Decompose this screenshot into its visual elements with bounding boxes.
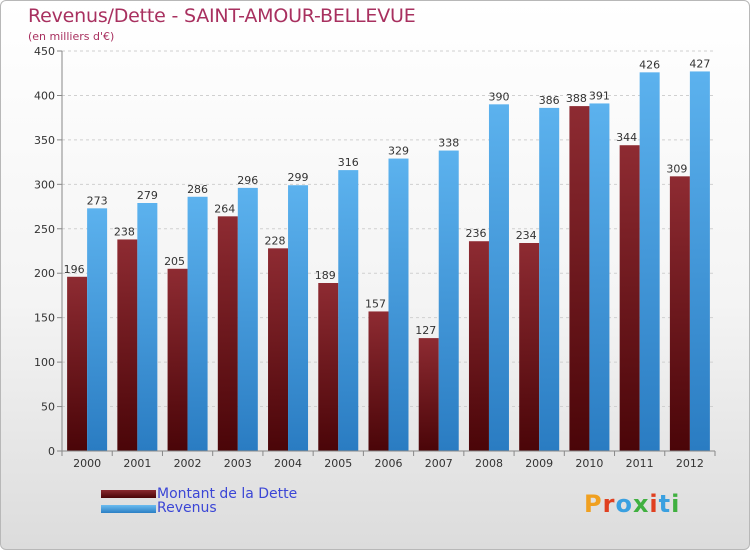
y-tick-label: 450 xyxy=(34,45,55,58)
bar-dette xyxy=(117,239,138,451)
bar-dette xyxy=(619,145,640,451)
data-label-dette: 205 xyxy=(164,255,185,268)
bar-revenus xyxy=(187,196,208,451)
y-tick-label: 400 xyxy=(34,89,55,102)
bar-dette xyxy=(468,241,489,451)
x-tick-label: 2010 xyxy=(575,457,603,470)
data-label-revenus: 279 xyxy=(137,189,158,202)
logo-letter: o xyxy=(615,490,633,518)
data-label-dette: 344 xyxy=(616,131,637,144)
bar-dette xyxy=(519,243,540,451)
y-tick-label: 50 xyxy=(41,401,55,414)
data-label-dette: 157 xyxy=(365,297,386,310)
data-label-dette: 127 xyxy=(415,324,436,337)
x-tick-label: 2002 xyxy=(174,457,202,470)
chart-subtitle: (en milliers d'€) xyxy=(28,30,115,43)
bar-revenus xyxy=(639,72,660,451)
x-tick-label: 2006 xyxy=(375,457,403,470)
data-label-revenus: 273 xyxy=(87,194,108,207)
bar-dette xyxy=(268,248,289,451)
data-label-dette: 234 xyxy=(516,229,537,242)
x-tick-label: 2005 xyxy=(324,457,352,470)
data-label-revenus: 390 xyxy=(488,90,509,103)
bar-revenus xyxy=(589,103,610,451)
logo-letter: r xyxy=(602,490,616,518)
x-tick-label: 2007 xyxy=(425,457,453,470)
x-tick-label: 2001 xyxy=(123,457,151,470)
data-label-revenus: 391 xyxy=(589,89,610,102)
x-tick-label: 2011 xyxy=(626,457,654,470)
data-label-dette: 189 xyxy=(315,269,336,282)
bar-dette xyxy=(167,268,188,451)
data-label-revenus: 427 xyxy=(689,57,710,70)
bar-revenus xyxy=(438,150,459,452)
data-label-dette: 264 xyxy=(214,202,235,215)
bar-dette xyxy=(318,283,339,451)
proxiti-logo: Proxiti xyxy=(584,490,680,518)
x-tick-label: 2003 xyxy=(224,457,252,470)
x-tick-label: 2004 xyxy=(274,457,302,470)
data-label-revenus: 299 xyxy=(288,171,309,184)
x-tick-label: 2009 xyxy=(525,457,553,470)
y-tick-label: 350 xyxy=(34,134,55,147)
bar-dette xyxy=(669,176,690,452)
legend-label-dette: Montant de la Dette xyxy=(157,486,298,502)
logo-letter: i xyxy=(649,490,659,518)
data-label-dette: 196 xyxy=(64,263,85,276)
bar-revenus xyxy=(237,187,258,451)
data-label-revenus: 286 xyxy=(187,183,208,196)
legend-swatch-dette xyxy=(101,490,156,498)
bar-dette xyxy=(569,106,590,451)
y-tick-label: 0 xyxy=(48,445,55,458)
y-tick-label: 250 xyxy=(34,223,55,236)
bar-dette xyxy=(418,338,439,451)
x-tick-label: 2000 xyxy=(73,457,101,470)
y-tick-label: 300 xyxy=(34,178,55,191)
x-tick-label: 2012 xyxy=(676,457,704,470)
data-label-revenus: 386 xyxy=(539,94,560,107)
bar-revenus xyxy=(539,107,560,451)
bar-revenus xyxy=(338,170,359,451)
bar-dette xyxy=(67,276,88,451)
bar-dette xyxy=(368,311,389,451)
data-label-dette: 309 xyxy=(666,162,687,175)
bar-revenus xyxy=(137,203,158,451)
data-label-dette: 238 xyxy=(114,225,135,238)
bar-revenus xyxy=(87,208,108,451)
data-label-revenus: 426 xyxy=(639,58,660,71)
data-label-dette: 236 xyxy=(465,227,486,240)
bar-dette xyxy=(217,216,238,451)
legend-label-revenus: Revenus xyxy=(157,500,217,516)
logo-letter: t xyxy=(658,490,672,518)
logo-letter: x xyxy=(632,490,650,518)
bar-chart: 0 50 100 150 200 250 300 350 400 450 196 273 2000 238… xyxy=(34,45,716,470)
y-tick-label: 150 xyxy=(34,312,55,325)
x-tick-label: 2008 xyxy=(475,457,503,470)
data-label-dette: 228 xyxy=(265,234,286,247)
data-label-revenus: 296 xyxy=(237,174,258,187)
y-tick-label: 100 xyxy=(34,356,55,369)
data-label-revenus: 329 xyxy=(388,145,409,158)
legend-swatch-revenus xyxy=(101,505,156,513)
data-label-revenus: 316 xyxy=(338,156,359,169)
bar-revenus xyxy=(488,104,509,451)
chart-title: Revenus/Dette - SAINT-AMOUR-BELLEVUE xyxy=(28,5,416,27)
data-label-revenus: 338 xyxy=(438,137,459,150)
bar-revenus xyxy=(288,185,309,451)
bar-revenus xyxy=(689,71,710,451)
data-label-dette: 388 xyxy=(566,92,587,105)
logo-letter: i xyxy=(671,490,681,518)
logo-letter: P xyxy=(584,490,603,518)
y-tick-label: 200 xyxy=(34,267,55,280)
bar-revenus xyxy=(388,158,409,452)
